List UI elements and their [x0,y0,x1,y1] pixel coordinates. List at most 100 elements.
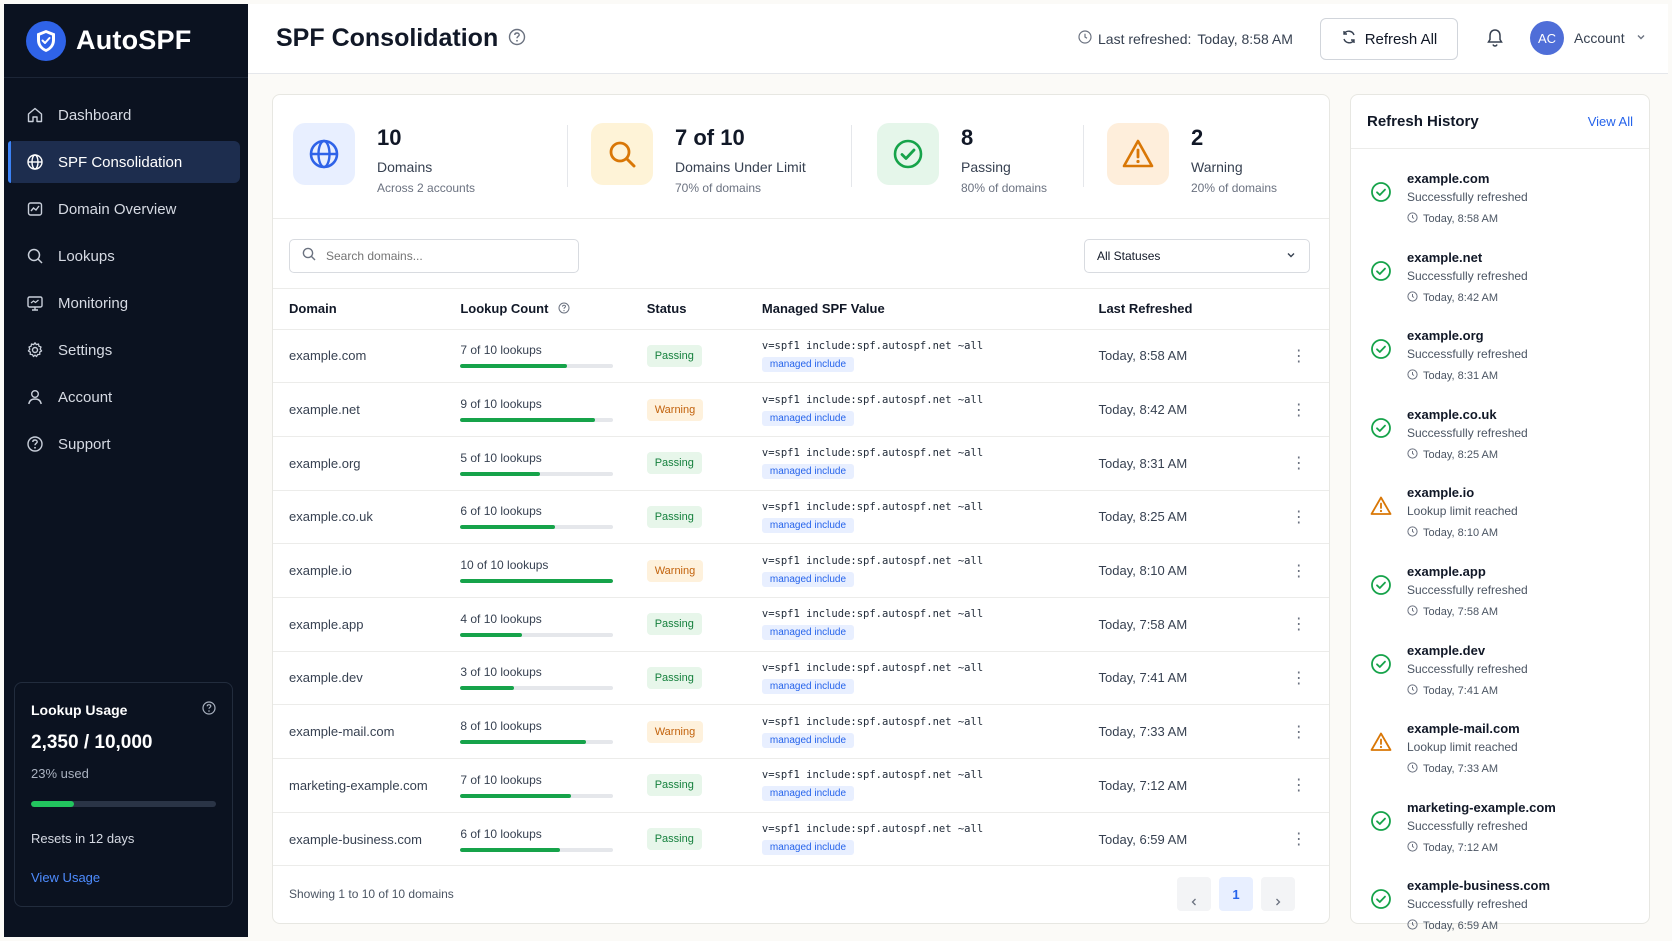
table-row[interactable]: example.co.uk 6 of 10 lookups Passing v=spf… [273,490,1329,545]
stat-card-domains: 10 Domains Across 2 accounts [293,123,475,195]
status-cell: Passing [646,490,762,545]
usage-percent-text: 23% used [31,766,89,781]
sidebar-item-domain-overview[interactable]: Domain Overview [8,188,240,230]
spf-value: v=spf1 include:spf.autospf.net ~all [761,500,984,513]
status-filter-select[interactable]: All Statuses [1084,239,1310,273]
prev-page-button[interactable] [1177,877,1211,911]
search-input[interactable] [326,249,556,263]
usage-progress-bar [31,801,216,807]
table-row[interactable]: example.com 7 of 10 lookups Passing v=spf1 … [273,329,1329,384]
domain-cell[interactable]: example.io [273,543,461,598]
kebab-menu-icon[interactable]: ⋮ [1290,562,1307,580]
status-cell: Passing [646,597,762,652]
kebab-menu-icon[interactable]: ⋮ [1290,455,1307,473]
view-all-link[interactable]: View All [1587,114,1633,129]
kebab-menu-icon[interactable]: ⋮ [1290,347,1307,365]
history-item[interactable]: example.io Lookup limit reached Today, 8:1… [1351,475,1649,554]
lookup-cell: 4 of 10 lookups [460,597,647,652]
status-cell: Passing [646,329,762,384]
domain-cell[interactable]: example.app [273,597,461,652]
sidebar-item-monitoring[interactable]: Monitoring [8,282,240,324]
domain-cell[interactable]: example.net [273,382,461,437]
row-actions-cell: ⋮ [1268,704,1329,759]
history-item[interactable]: example.dev Successfully refreshed Today, … [1351,633,1649,712]
sidebar-item-spf-consolidation[interactable]: SPF Consolidation [8,141,240,183]
usage-reset-text: Resets in 12 days [31,831,135,846]
last-refreshed-cell: Today, 8:58 AM [1098,329,1269,384]
divider [851,125,852,187]
refresh-all-button[interactable]: Refresh All [1320,18,1458,60]
domain-cell[interactable]: marketing-example.com [273,758,461,813]
lookup-cell: 5 of 10 lookups [460,436,647,491]
col-last-refreshed[interactable]: Last Refreshed [1098,289,1269,330]
col-managed-spf[interactable]: Managed SPF Value [761,289,1099,330]
history-item[interactable]: example.org Successfully refreshed Today, … [1351,318,1649,397]
domain-cell[interactable]: example-business.com [273,812,461,867]
sidebar-item-support[interactable]: Support [8,423,240,465]
globe-icon [293,123,355,185]
help-icon[interactable] [558,302,570,317]
check-circle-icon [877,123,939,185]
account-menu[interactable]: AC Account [1530,21,1647,55]
history-item[interactable]: example-business.com Successfully refresh… [1351,868,1649,941]
status-badge: Warning [646,720,704,743]
row-actions-cell: ⋮ [1268,758,1329,813]
col-status[interactable]: Status [646,289,762,330]
kebab-menu-icon[interactable]: ⋮ [1290,723,1307,741]
history-item[interactable]: example.app Successfully refreshed Today, … [1351,554,1649,633]
clock-icon [1078,30,1092,47]
lookup-progress-bar [460,686,614,691]
next-page-button[interactable] [1261,877,1295,911]
col-domain[interactable]: Domain [273,289,461,330]
history-item[interactable]: example.co.uk Successfully refreshed Today… [1351,397,1649,476]
clock-icon [1407,762,1418,776]
pagination: 1 [1177,877,1295,911]
table-row[interactable]: example.org 5 of 10 lookups Passing v=spf1 … [273,436,1329,491]
help-icon[interactable] [202,701,216,718]
stat-value: 7 of 10 [675,125,745,150]
lookup-count-text: 7 of 10 lookups [460,772,542,787]
sidebar: AutoSPF Dashboard SPF Consolidation Domain… [4,4,248,937]
domain-cell[interactable]: example.dev [273,651,461,706]
col-lookup-count[interactable]: Lookup Count [460,289,647,330]
table-row[interactable]: example.dev 3 of 10 lookups Passing v=spf1 … [273,651,1329,706]
table-row[interactable]: example.net 9 of 10 lookups Warning v=spf1 … [273,382,1329,437]
history-domain: marketing-example.com [1407,799,1556,815]
domain-cell[interactable]: example.org [273,436,461,491]
help-icon[interactable] [508,24,526,53]
lookup-progress-fill [460,364,568,369]
row-actions-cell: ⋮ [1268,490,1329,545]
view-usage-link[interactable]: View Usage [31,870,101,885]
domain-cell[interactable]: example-mail.com [273,704,461,759]
check-circle-icon [1370,260,1392,287]
history-item[interactable]: example-mail.com Lookup limit reached Toda… [1351,711,1649,790]
page-button-current[interactable]: 1 [1219,877,1253,911]
kebab-menu-icon[interactable]: ⋮ [1290,401,1307,419]
search-icon [26,247,44,265]
sidebar-item-dashboard[interactable]: Dashboard [8,94,240,136]
domain-cell[interactable]: example.com [273,329,461,384]
kebab-menu-icon[interactable]: ⋮ [1290,669,1307,687]
history-item[interactable]: example.com Successfully refreshed Today, … [1351,161,1649,240]
table-row[interactable]: example.io 10 of 10 lookups Warning v=spf1 … [273,543,1329,598]
bell-icon[interactable] [1486,28,1504,53]
table-row[interactable]: marketing-example.com 7 of 10 lookups Pass… [273,758,1329,813]
kebab-menu-icon[interactable]: ⋮ [1290,831,1307,849]
last-refreshed-cell: Today, 7:58 AM [1098,597,1269,652]
sidebar-item-settings[interactable]: Settings [8,329,240,371]
sidebar-item-account[interactable]: Account [8,376,240,418]
brand[interactable]: AutoSPF [4,4,248,78]
history-time: Today, 8:31 AM [1423,370,1499,383]
table-row[interactable]: example-mail.com 8 of 10 lookups Warning v=… [273,704,1329,759]
lookup-cell: 8 of 10 lookups [460,704,647,759]
sidebar-item-label: Monitoring [58,294,129,312]
table-row[interactable]: example-business.com 6 of 10 lookups Passi… [273,812,1329,867]
table-row[interactable]: example.app 4 of 10 lookups Passing v=spf1 … [273,597,1329,652]
kebab-menu-icon[interactable]: ⋮ [1290,508,1307,526]
kebab-menu-icon[interactable]: ⋮ [1290,777,1307,795]
kebab-menu-icon[interactable]: ⋮ [1290,616,1307,634]
history-item[interactable]: example.net Successfully refreshed Today, … [1351,240,1649,319]
domain-cell[interactable]: example.co.uk [273,490,461,545]
history-item[interactable]: marketing-example.com Successfully refres… [1351,790,1649,869]
sidebar-item-lookups[interactable]: Lookups [8,235,240,277]
